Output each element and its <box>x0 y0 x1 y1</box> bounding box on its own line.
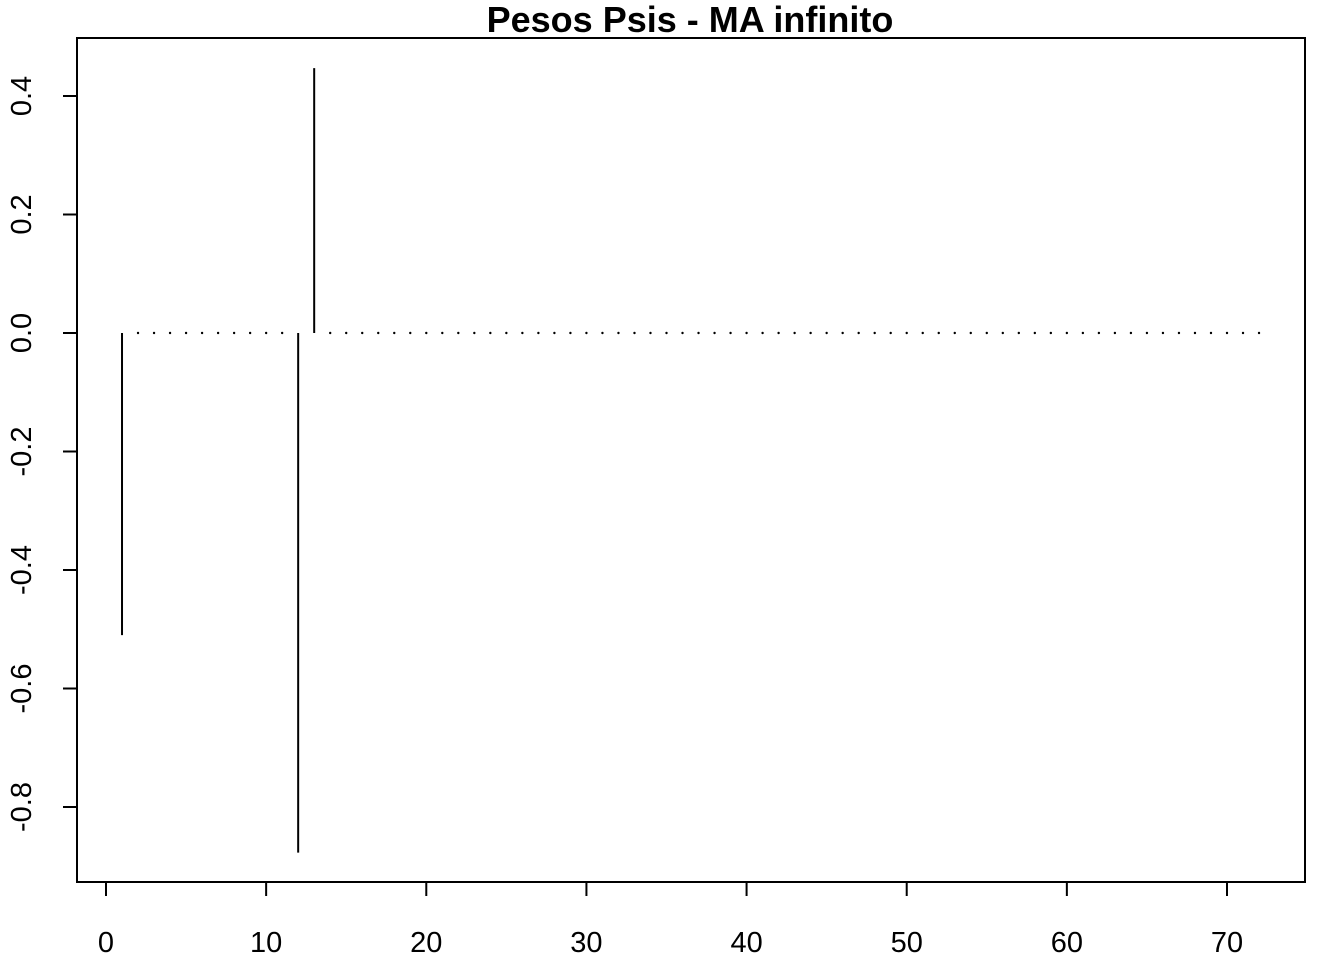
zero-point <box>665 331 668 335</box>
zero-point <box>857 331 860 335</box>
zero-point <box>1225 331 1229 335</box>
y-tick-label: 0.2 <box>6 194 38 234</box>
zero-point <box>248 331 252 335</box>
zero-point <box>1177 331 1181 335</box>
zero-point <box>1129 331 1133 335</box>
zero-point <box>521 331 524 335</box>
zero-line <box>136 331 1261 335</box>
y-tick-label: 0.0 <box>6 313 38 353</box>
zero-point <box>969 331 972 335</box>
zero-point <box>425 331 428 335</box>
zero-point <box>809 331 812 335</box>
zero-point <box>873 331 876 335</box>
zero-point <box>361 331 364 335</box>
zero-point <box>473 331 476 335</box>
zero-point <box>168 331 172 335</box>
zero-point <box>216 331 220 335</box>
zero-point <box>1241 331 1245 335</box>
zero-point <box>152 331 156 335</box>
zero-point <box>745 331 748 335</box>
plot-area-frame <box>76 37 1306 883</box>
zero-point <box>841 331 844 335</box>
zero-point <box>633 331 636 335</box>
zero-point <box>264 331 268 335</box>
zero-point <box>184 331 188 335</box>
x-tick-label: 70 <box>1211 927 1243 959</box>
zero-point <box>649 331 652 335</box>
chart-title: Pesos Psis - MA infinito <box>487 0 894 40</box>
x-tick-label: 60 <box>1051 927 1083 959</box>
x-tick-label: 30 <box>570 927 602 959</box>
x-tick-label: 20 <box>410 927 442 959</box>
zero-point <box>537 331 540 335</box>
zero-point <box>921 331 924 335</box>
zero-point <box>1161 331 1165 335</box>
y-tick-label: -0.4 <box>6 545 38 595</box>
zero-point <box>232 331 236 335</box>
zero-point <box>761 331 764 335</box>
y-tick-label: -0.8 <box>6 782 38 832</box>
x-axis: 0 10 20 30 40 50 60 70 <box>98 881 1243 959</box>
zero-point <box>200 331 204 335</box>
data-series <box>121 68 316 853</box>
zero-point <box>441 331 444 335</box>
zero-point <box>329 331 332 335</box>
zero-point <box>553 331 556 335</box>
zero-point <box>505 331 508 335</box>
zero-point <box>713 331 716 335</box>
zero-point <box>1033 331 1037 335</box>
zero-point <box>793 331 796 335</box>
zero-point <box>280 331 284 335</box>
x-tick-label: 10 <box>250 927 282 959</box>
zero-point <box>409 331 412 335</box>
zero-point <box>601 331 604 335</box>
zero-point <box>681 331 684 335</box>
zero-point <box>617 331 620 335</box>
zero-point <box>985 331 988 335</box>
zero-point <box>825 331 828 335</box>
zero-point <box>377 331 380 335</box>
y-tick-label: -0.2 <box>6 427 38 477</box>
zero-point <box>345 331 348 335</box>
y-tick-label: -0.6 <box>6 664 38 714</box>
zero-point <box>729 331 732 335</box>
zero-point <box>953 331 956 335</box>
zero-point <box>569 331 572 335</box>
zero-point <box>1097 331 1101 335</box>
zero-point <box>585 331 588 335</box>
zero-point <box>1209 331 1213 335</box>
zero-point <box>889 331 892 335</box>
zero-point <box>1113 331 1117 335</box>
zero-point <box>697 331 700 335</box>
x-tick-label: 0 <box>98 927 114 959</box>
zero-point <box>1257 331 1261 335</box>
zero-point <box>777 331 780 335</box>
zero-point <box>1001 331 1004 335</box>
zero-point <box>1081 331 1085 335</box>
y-tick-label: 0.4 <box>6 76 38 116</box>
zero-point <box>1065 331 1069 335</box>
zero-point <box>1017 331 1021 335</box>
zero-point <box>1049 331 1053 335</box>
x-tick-label: 50 <box>891 927 923 959</box>
zero-point <box>489 331 492 335</box>
zero-point <box>905 331 908 335</box>
zero-point <box>1145 331 1149 335</box>
zero-point <box>136 331 140 335</box>
zero-point <box>1193 331 1197 335</box>
y-axis: -0.8 -0.6 -0.4 -0.2 0.0 0.2 0.4 <box>6 76 78 832</box>
zero-point <box>457 331 460 335</box>
zero-point <box>937 331 940 335</box>
x-tick-label: 40 <box>730 927 762 959</box>
zero-point <box>393 331 396 335</box>
